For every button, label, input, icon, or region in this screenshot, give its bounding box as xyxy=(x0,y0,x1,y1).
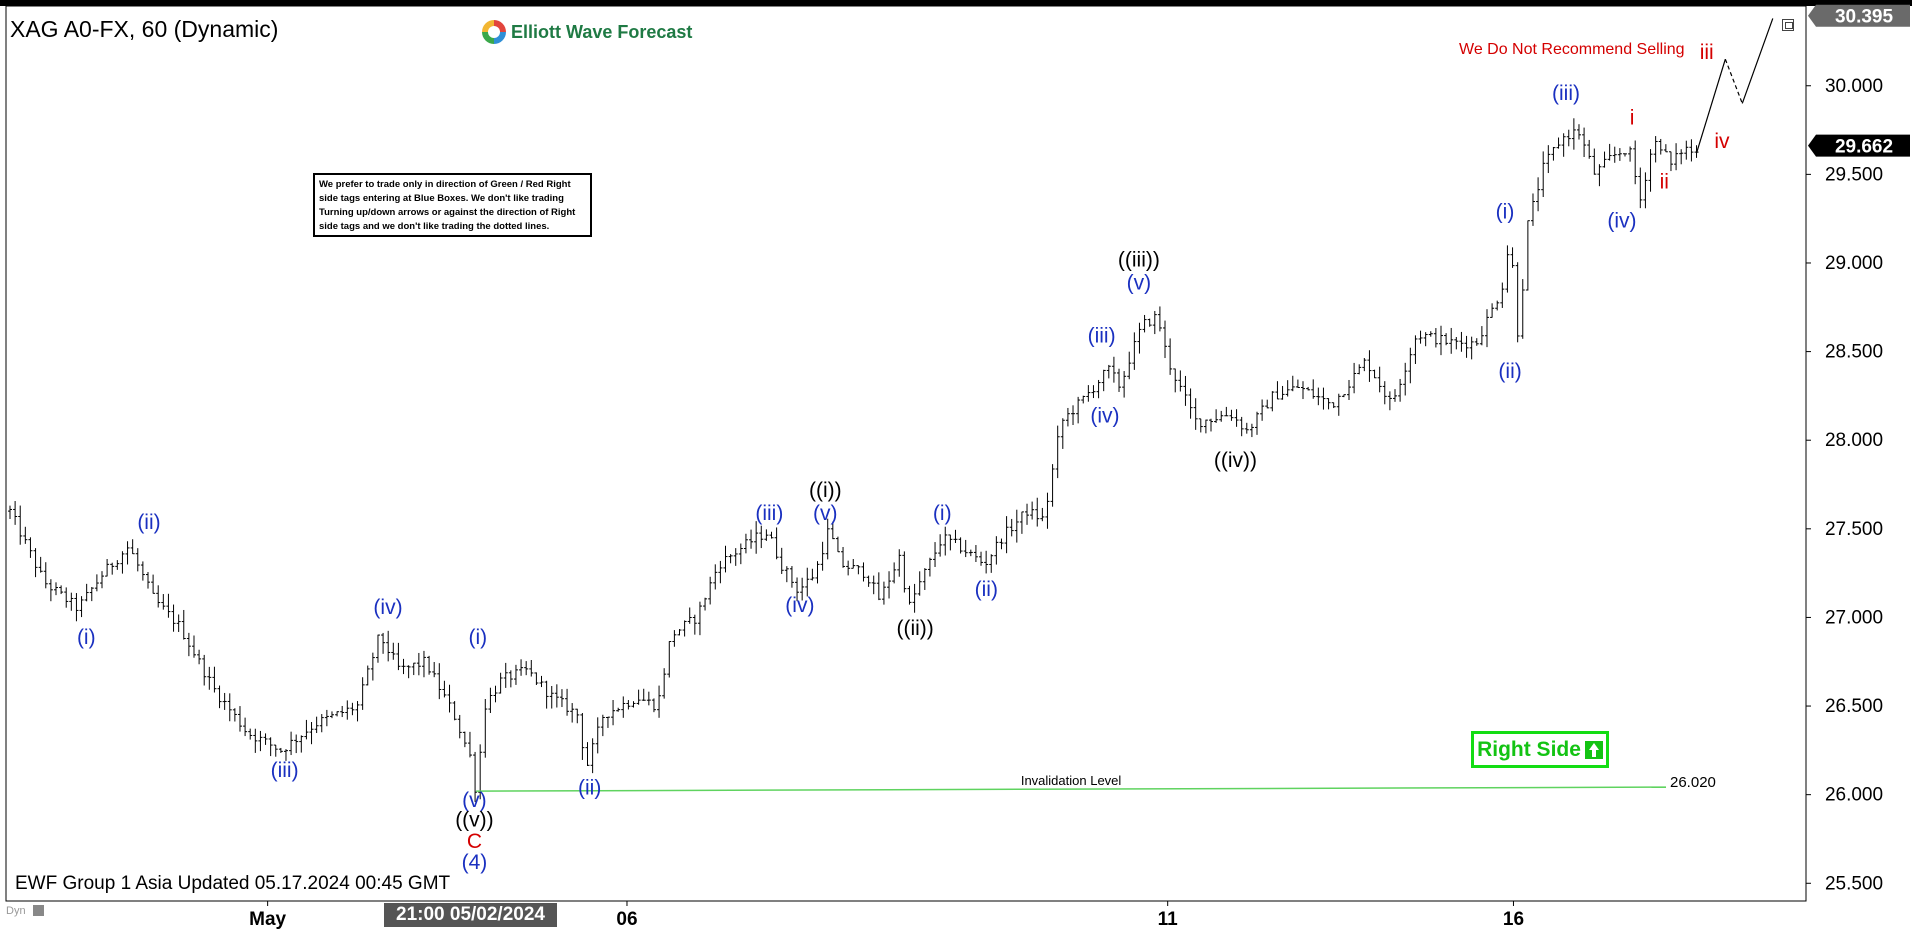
brand-name: Elliott Wave Forecast xyxy=(511,21,693,42)
wave-label: (v) xyxy=(1127,272,1152,295)
wave-label: C xyxy=(467,830,482,853)
wave-label: (iii) xyxy=(1088,325,1116,348)
projection-leg xyxy=(1741,18,1774,104)
price-tag-shape xyxy=(1808,134,1910,157)
y-tick-label: 30.000 xyxy=(1825,76,1883,97)
price-tag-shape xyxy=(1808,4,1910,27)
update-footer: EWF Group 1 Asia Updated 05.17.2024 00:4… xyxy=(15,873,451,894)
brand-logo: Elliott Wave Forecast xyxy=(482,20,692,44)
y-tick-label: 27.000 xyxy=(1825,607,1883,628)
y-tick-label: 29.000 xyxy=(1825,253,1883,274)
price-tag: 30.395 xyxy=(1808,4,1910,28)
y-tick-label: 28.000 xyxy=(1825,430,1883,451)
wave-label: (iii) xyxy=(1552,82,1580,105)
price-tag-label: 30.395 xyxy=(1835,7,1894,28)
wave-label: (iv) xyxy=(1607,210,1636,233)
right-side-tag: Right Side xyxy=(1471,731,1609,768)
wave-label: (ii) xyxy=(578,777,601,800)
wave-label: (i) xyxy=(933,502,952,525)
wave-label: i xyxy=(1630,107,1635,130)
settings-icon[interactable] xyxy=(33,905,44,916)
wave-label: ((iv)) xyxy=(1214,449,1257,472)
up-arrow-icon xyxy=(1584,740,1603,759)
ohlc-bars xyxy=(8,118,1699,802)
wave-label: (i) xyxy=(468,626,487,649)
y-tick-label: 25.500 xyxy=(1825,873,1883,894)
trading-notice: We prefer to trade only in direction of … xyxy=(313,173,592,237)
wave-label: iv xyxy=(1714,130,1730,153)
wave-label: (v) xyxy=(462,789,487,812)
wave-label: (iv) xyxy=(1090,404,1119,427)
wave-label: (i) xyxy=(1496,201,1515,224)
y-tick-label: 26.500 xyxy=(1825,696,1883,717)
invalidation-line xyxy=(476,786,1667,792)
wave-label: (iii) xyxy=(755,502,783,525)
price-axis: 25.500 26.000 26.500 27.000 27.500 28.000 28.5… xyxy=(1806,4,1910,894)
price-tag: 29.662 xyxy=(1808,134,1910,158)
wave-label: ((ii)) xyxy=(896,617,933,640)
wave-label: (v) xyxy=(813,502,838,525)
projection-leg-dashed xyxy=(1724,58,1743,104)
wave-label: ((i)) xyxy=(809,479,842,502)
wave-label: (i) xyxy=(77,626,96,649)
wave-label: (ii) xyxy=(1498,360,1521,383)
wave-label: ((v)) xyxy=(455,809,493,832)
y-tick-label: 26.000 xyxy=(1825,785,1883,806)
wave-label: (ii) xyxy=(975,578,998,601)
wave-label: (4) xyxy=(462,851,488,874)
x-tick-label: 16 xyxy=(1503,909,1524,930)
time-axis: May 06 11 16 xyxy=(249,901,1524,930)
wave-label: ii xyxy=(1660,171,1669,194)
wave-label: (ii) xyxy=(137,511,160,534)
maximize-window-icon[interactable] xyxy=(1782,19,1794,31)
elliott-wave-forecast-logo-icon xyxy=(482,20,506,44)
invalidation-label: Invalidation Level xyxy=(1021,773,1122,788)
price-tag-label: 29.662 xyxy=(1835,137,1893,158)
x-tick-label: 06 xyxy=(616,909,637,930)
y-tick-label: 28.500 xyxy=(1825,342,1883,363)
dyn-label: Dyn xyxy=(6,905,26,917)
chart-overlays: Invalidation Level 26.020 xyxy=(476,18,1774,792)
symbol-title: XAG A0-FX, 60 (Dynamic) xyxy=(10,16,279,42)
wave-labels: (i)(ii)(iii)(iv)(v)((v))C(4)(i)(ii)(iii)… xyxy=(77,41,1730,874)
wave-label: (iii) xyxy=(271,759,299,782)
wave-label: (iv) xyxy=(785,594,814,617)
window-top-border xyxy=(0,0,1912,6)
invalidation-value: 26.020 xyxy=(1670,774,1716,791)
x-tick-label: 11 xyxy=(1158,909,1179,930)
right-side-label: Right Side xyxy=(1477,737,1581,761)
crosshair-time-label: 21:00 05/02/2024 xyxy=(384,903,557,927)
wave-label: ((iii)) xyxy=(1118,249,1160,272)
y-tick-label: 27.500 xyxy=(1825,519,1883,540)
y-tick-label: 29.500 xyxy=(1825,164,1883,185)
x-tick-label: May xyxy=(249,909,286,930)
wave-label: (iv) xyxy=(373,596,402,619)
wave-label: iii xyxy=(1700,41,1714,64)
projection-leg xyxy=(1695,58,1726,154)
sell-warning: We Do Not Recommend Selling xyxy=(1459,41,1685,58)
